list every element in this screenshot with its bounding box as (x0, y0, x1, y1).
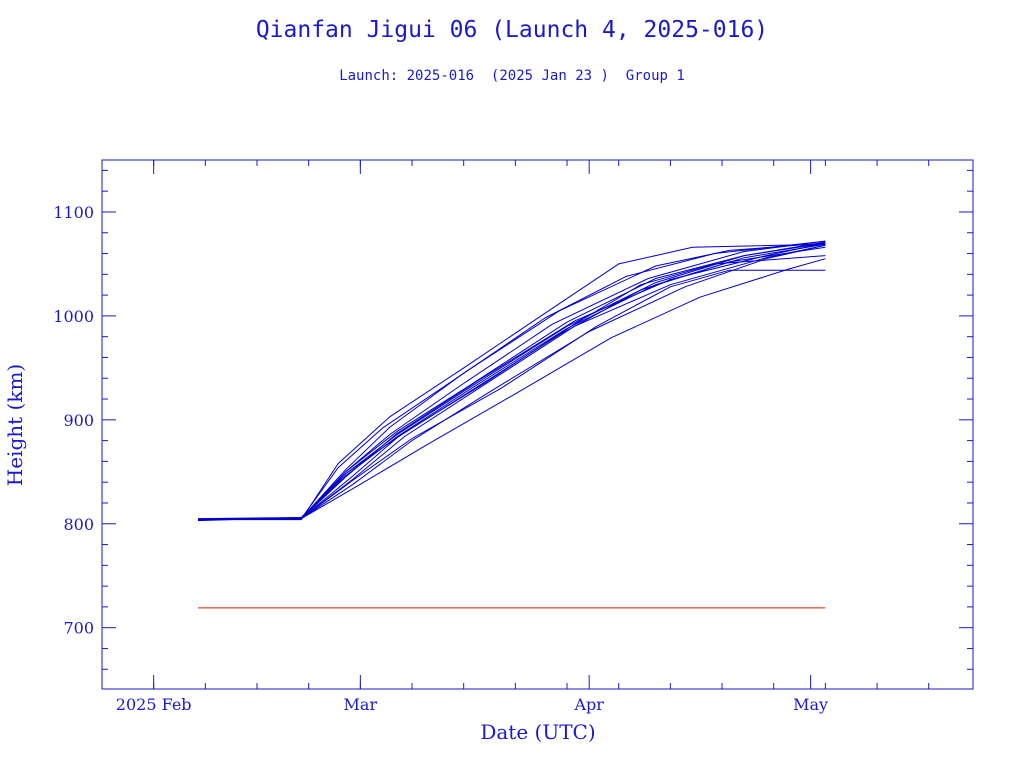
x-tick-label: 2025 Feb (116, 695, 192, 714)
x-tick-label: Apr (573, 695, 604, 714)
chart-subtitle: Launch: 2025-016 (2025 Jan 23 ) Group 1 (339, 68, 685, 84)
series-line-11 (197, 246, 826, 521)
minor-ticks (102, 160, 973, 689)
y-tick-label: 1100 (53, 203, 94, 222)
y-tick-label: 700 (63, 619, 94, 638)
plot-frame (101, 159, 974, 690)
series-line-9 (197, 258, 826, 521)
x-tick-label: May (793, 695, 828, 714)
series-line-12 (197, 240, 826, 521)
chart-title: Qianfan Jigui 06 (Launch 4, 2025-016) (256, 17, 768, 43)
x-axis-ticks: 2025 Feb Mar Apr May (116, 160, 828, 714)
series-layer (197, 240, 826, 522)
series-line-5 (197, 255, 826, 521)
y-axis-ticks: 700 800 900 1000 1100 (53, 203, 973, 638)
x-tick-label: Mar (344, 695, 378, 714)
y-tick-label: 800 (63, 515, 94, 534)
x-axis-label: Date (UTC) (480, 720, 595, 744)
y-tick-label: 900 (63, 411, 94, 430)
series-line-10 (197, 240, 826, 521)
series-line-4 (197, 244, 826, 521)
series-line-8 (197, 244, 826, 521)
y-tick-label: 1000 (53, 307, 94, 326)
series-line-6 (197, 269, 826, 521)
series-line-14 (197, 243, 826, 520)
y-axis-label: Height (km) (3, 364, 27, 486)
